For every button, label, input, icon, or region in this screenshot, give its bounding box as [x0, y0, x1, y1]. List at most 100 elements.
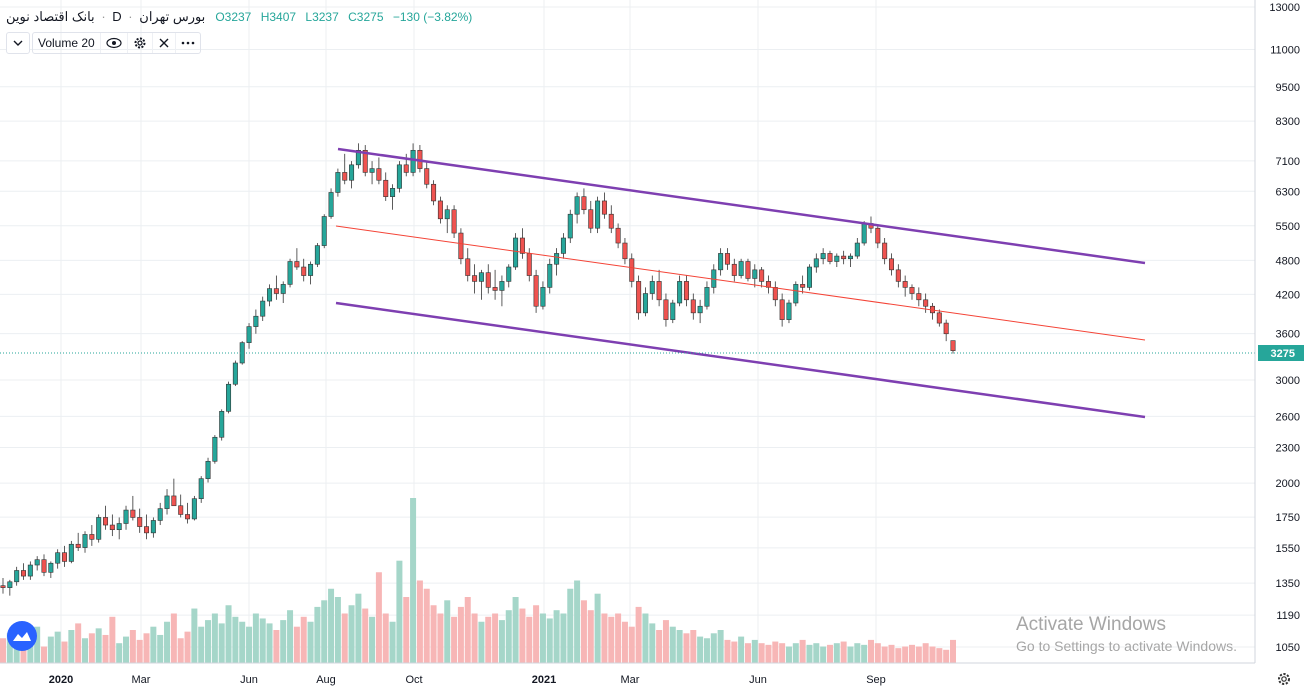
price-tick-label: 2300: [1276, 443, 1300, 455]
volume-bar: [75, 623, 82, 663]
legend-separator: ·: [128, 9, 133, 24]
candle: [116, 517, 122, 540]
candle: [21, 563, 27, 580]
price-axis[interactable]: 13000 11000 9500 8300 7100 6300 5500 4800 4200 36…: [0, 0, 1300, 664]
candlestick-series: [0, 143, 956, 596]
volume-bar: [116, 643, 123, 663]
volume-bar: [615, 613, 622, 663]
candle: [335, 168, 341, 197]
volume-bar: [280, 620, 287, 663]
volume-bar: [34, 626, 41, 663]
volume-bar: [785, 646, 792, 663]
volume-bar: [273, 630, 280, 663]
candle: [212, 435, 218, 464]
symbol-title[interactable]: بانک اقتصاد نوین · D · بورس تهران: [6, 9, 205, 25]
volume-bar: [533, 605, 540, 663]
candle: [164, 489, 170, 515]
candle: [314, 243, 320, 268]
volume-bar: [457, 606, 464, 663]
volume-bar: [498, 620, 505, 663]
candle: [800, 275, 806, 294]
volume-bar: [430, 605, 437, 663]
candle: [663, 293, 669, 327]
candle: [383, 172, 389, 201]
candle: [499, 275, 505, 307]
candle: [253, 309, 259, 334]
volume-bar: [813, 643, 820, 663]
gear-icon: [134, 37, 146, 49]
remove-button[interactable]: [153, 33, 176, 53]
price-tick-label: 5500: [1276, 221, 1300, 233]
candle: [417, 145, 423, 173]
candle: [642, 287, 648, 317]
price-tick-label: 1190: [1276, 610, 1300, 622]
candle: [656, 269, 662, 307]
settings-button[interactable]: [128, 33, 153, 53]
volume-bar: [779, 643, 786, 663]
candle: [786, 299, 792, 324]
candle: [902, 275, 908, 297]
volume-bar: [656, 630, 663, 663]
volume-bar: [553, 610, 560, 663]
volume-bar: [669, 626, 676, 663]
candle: [752, 264, 758, 288]
volume-bar: [471, 613, 478, 663]
eye-icon: [106, 37, 122, 49]
price-label: 3275: [1271, 348, 1295, 360]
chart-grid: [0, 0, 1255, 663]
candle: [424, 161, 430, 189]
volume-bar: [478, 621, 485, 663]
collapse-button[interactable]: [6, 32, 30, 54]
candle: [109, 514, 115, 537]
price-tick-label: 4200: [1276, 289, 1300, 301]
volume-bar: [177, 638, 184, 663]
volume-bar: [218, 623, 225, 663]
volume-bar: [27, 639, 34, 663]
volume-bar: [0, 638, 6, 663]
candle: [506, 264, 512, 288]
volume-bar: [389, 621, 396, 663]
volume-bar: [738, 636, 745, 663]
more-button[interactable]: [176, 33, 200, 53]
price-tick-label: 6300: [1276, 186, 1300, 198]
volume-bar: [519, 608, 526, 663]
candle: [82, 531, 88, 553]
channel-upper-line: [337, 147, 1146, 265]
volume-bar: [731, 641, 738, 663]
time-tick-label: 2021: [532, 674, 556, 686]
tradingview-logo[interactable]: [7, 621, 37, 651]
time-axis[interactable]: 2020 Mar Jun Aug Oct 2021 Mar Jun Sep: [49, 674, 886, 686]
candle: [608, 205, 614, 234]
visibility-button[interactable]: [101, 33, 128, 53]
volume-bar: [396, 560, 403, 663]
chart-legend: بانک اقتصاد نوین · D · بورس تهران O3237 …: [6, 6, 478, 28]
volume-bar: [580, 600, 587, 663]
price-tick-label: 3000: [1276, 375, 1300, 387]
candle: [533, 269, 539, 313]
candle: [690, 293, 696, 320]
candle: [431, 180, 437, 206]
candle: [745, 258, 751, 282]
candle: [574, 192, 580, 224]
channel-lower-line: [335, 301, 1146, 419]
volume-label[interactable]: Volume 20: [33, 33, 101, 53]
trend-channel-drawing[interactable]: [335, 147, 1146, 419]
change-value: −130 (−3.82%): [392, 10, 473, 24]
volume-bar: [184, 631, 191, 663]
volume-bar: [314, 606, 321, 663]
candle: [567, 209, 573, 244]
volume-bar: [608, 616, 615, 663]
volume-bar: [587, 610, 594, 663]
volume-bar: [765, 644, 772, 663]
price-label-bg: [1258, 345, 1304, 361]
exchange-name: بورس تهران: [139, 9, 206, 24]
volume-bar: [642, 613, 649, 663]
close-icon: [159, 38, 169, 48]
volume-bar: [287, 610, 294, 663]
chart-settings-button[interactable]: [1276, 671, 1292, 691]
volume-bar: [13, 643, 20, 663]
candle: [308, 261, 314, 285]
candle: [649, 275, 655, 300]
volume-bar: [321, 600, 328, 663]
